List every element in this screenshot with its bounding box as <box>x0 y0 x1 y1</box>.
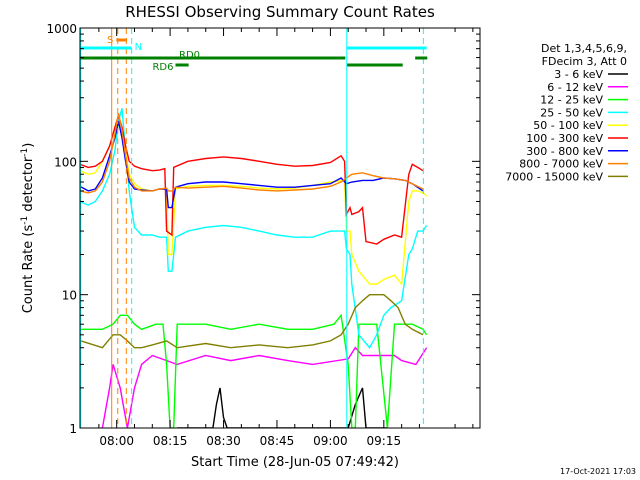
legend-label-0: 3 - 6 keV <box>554 68 603 81</box>
y-tick-label-0: 1 <box>69 422 77 436</box>
plot-area <box>79 27 481 429</box>
x-tick-label-2: 08:30 <box>206 434 241 448</box>
series-line-6 <box>80 121 424 209</box>
y-label-sup2: -1 <box>20 148 30 157</box>
series-line-3 <box>80 108 428 349</box>
legend-label-6: 300 - 800 keV <box>526 145 603 158</box>
x-tick-label-3: 08:45 <box>260 434 295 448</box>
y-tick-label-1: 10 <box>62 289 77 303</box>
x-tick-label-1: 08:15 <box>153 434 188 448</box>
x-axis-label: Start Time (28-Jun-05 07:49:42) <box>191 455 399 470</box>
legend-label-4: 50 - 100 keV <box>533 119 603 132</box>
timestamp: 17-Oct-2021 17:03 <box>560 467 636 476</box>
y-label-main: Count Rate (s <box>21 225 36 314</box>
axes-layer: 1 10 100 1000 08:00 08:15 08:30 08:45 09:00 09:15 <box>46 22 481 448</box>
series-line-1 <box>101 346 428 428</box>
series-line-0 <box>177 387 388 428</box>
flag-label-0: S <box>107 35 113 46</box>
chart-title: RHESSI Observing Summary Count Rates <box>125 3 435 21</box>
plot-frame <box>79 27 481 429</box>
flags-layer: S N RD0 RD6 <box>80 35 428 73</box>
legend-header-1: Det 1,3,4,5,6,9, <box>541 42 627 55</box>
legend-header-2: FDecim 3, Att 0 <box>542 55 627 68</box>
flag-label-6: RD6 <box>152 62 173 73</box>
x-tick-label-0: 08:00 <box>99 434 134 448</box>
legend: Det 1,3,4,5,6,9, FDecim 3, Att 0 3 - 6 k… <box>505 42 628 183</box>
legend-label-1: 6 - 12 keV <box>547 81 603 94</box>
x-tick-label-4: 09:00 <box>313 434 348 448</box>
legend-label-3: 25 - 50 keV <box>540 106 603 119</box>
x-tick-label-5: 09:15 <box>367 434 402 448</box>
y-label-end: ) <box>21 143 36 148</box>
legend-label-7: 800 - 7000 keV <box>519 158 603 171</box>
series-layer <box>80 108 428 428</box>
y-tick-label-2: 100 <box>54 155 77 169</box>
legend-label-5: 100 - 300 keV <box>526 132 603 145</box>
y-label-mid: detector <box>21 156 36 216</box>
legend-label-2: 12 - 25 keV <box>540 94 603 107</box>
flag-label-1: N <box>135 42 142 53</box>
y-axis-label: Count Rate (s-1 detector-1) <box>20 143 36 314</box>
series-line-8 <box>80 294 424 349</box>
y-label-sup1: -1 <box>20 216 30 225</box>
series-line-2 <box>81 313 428 428</box>
vertical-lines-layer <box>80 28 424 428</box>
flag-label-3: RD0 <box>179 50 200 61</box>
series-line-7 <box>80 112 424 194</box>
legend-label-8: 7000 - 15000 keV <box>505 170 603 183</box>
y-tick-label-3: 1000 <box>46 22 77 36</box>
